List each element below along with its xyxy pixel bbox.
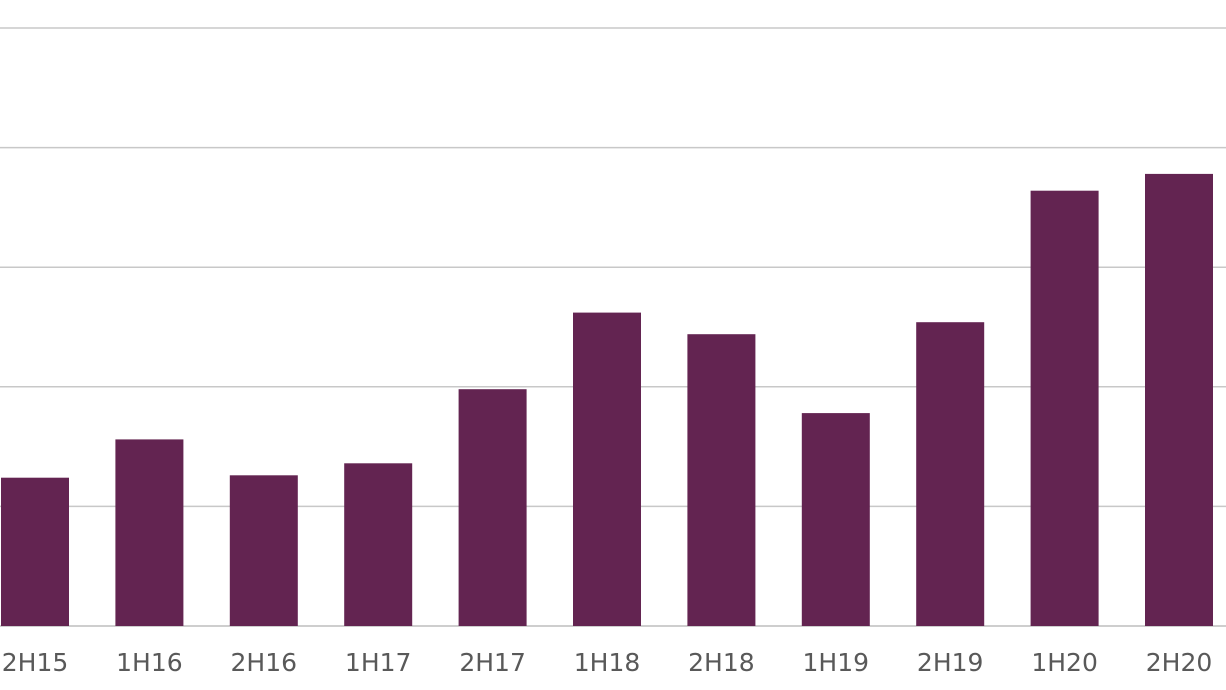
bar-2h17 (458, 389, 527, 626)
x-tick-label-1h16: 1H16 (116, 648, 183, 677)
bar-1h18 (573, 312, 641, 626)
x-tick-label-2h20: 2H20 (1146, 648, 1213, 677)
x-tick-label-1h20: 1H20 (1031, 648, 1098, 677)
x-tick-label-1h17: 1H17 (345, 648, 412, 677)
bar-2h18 (687, 334, 756, 626)
x-tick-label-2h18: 2H18 (688, 648, 755, 677)
x-tick-label-1h18: 1H18 (574, 648, 641, 677)
bar-2h19 (916, 322, 985, 626)
bar-1h17 (344, 463, 413, 626)
x-tick-label-2h15: 2H15 (2, 648, 69, 677)
bars (1, 173, 1213, 626)
x-tick-label-2h17: 2H17 (459, 648, 526, 677)
bar-2h15 (1, 477, 69, 626)
bar-2h16 (229, 475, 298, 626)
bar-2h20 (1145, 173, 1213, 626)
x-tick-label-2h19: 2H19 (917, 648, 984, 677)
bar-1h19 (801, 413, 870, 626)
x-tick-label-1h19: 1H19 (803, 648, 870, 677)
x-tick-labels: 2H15 1H16 2H16 1H17 2H17 1H18 2H18 1H19 2H19 1H20… (2, 648, 1213, 677)
bar-1h16 (115, 439, 184, 626)
x-tick-label-2h16: 2H16 (231, 648, 298, 677)
bar-1h20 (1030, 190, 1099, 626)
